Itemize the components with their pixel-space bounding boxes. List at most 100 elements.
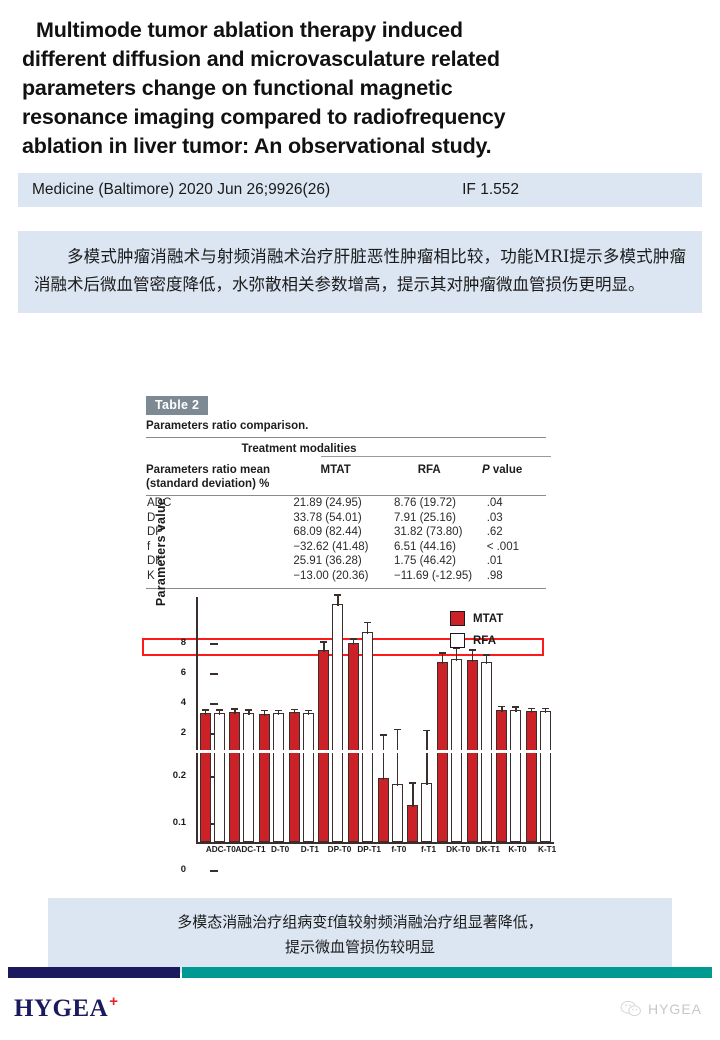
- table-group-rule: [321, 456, 551, 457]
- y-tick-mark: [210, 703, 218, 705]
- bar-group: [258, 597, 289, 842]
- error-bar: [263, 711, 266, 716]
- error-bar: [293, 710, 296, 715]
- table-cell-mtat: 68.09 (82.44): [293, 526, 362, 538]
- wechat-account: HYGEA: [620, 1000, 702, 1018]
- error-bar-cap: [498, 705, 506, 708]
- wechat-label: HYGEA: [647, 1001, 702, 1017]
- caption-line-1: 多模态消融治疗组病变f值较射频消融治疗组显著降低，: [177, 913, 543, 931]
- bar-mtat: [288, 712, 300, 842]
- y-tick-0.1: 0.1: [173, 817, 218, 828]
- table-cell-param: DP: [147, 526, 163, 538]
- table-cell-rfa: 1.75 (46.42): [394, 555, 457, 567]
- bar-group: [525, 597, 556, 842]
- y-tick-2: 2: [181, 727, 218, 738]
- error-bar: [396, 730, 399, 787]
- bar-group: [377, 597, 408, 842]
- error-bar: [544, 709, 547, 713]
- bar-group: [199, 597, 230, 842]
- title-line-5: ablation in liver tumor: An observationa…: [22, 134, 492, 158]
- error-bar: [337, 595, 339, 606]
- table-cell-p: .04: [486, 497, 503, 509]
- error-bar-cap: [541, 707, 549, 710]
- y-tick-mark: [210, 673, 218, 675]
- x-tick-label: K-T0: [508, 845, 527, 854]
- bar-mtat: [377, 778, 389, 842]
- error-bar-cap: [349, 638, 357, 641]
- error-bar: [248, 711, 250, 715]
- error-bar: [277, 711, 280, 716]
- table-cell-p: .62: [486, 526, 503, 538]
- error-bar: [515, 707, 517, 712]
- table-col-pvalue-symbol: P: [481, 464, 490, 476]
- error-bar: [441, 654, 444, 665]
- bar-mtat: [258, 713, 270, 842]
- error-bar-cap: [215, 709, 223, 711]
- bar-mtat: [199, 713, 211, 842]
- footer-bar-teal: [182, 967, 712, 978]
- bar-group: [496, 597, 526, 842]
- table-col-parameters-line2: (standard deviation) %: [146, 477, 270, 490]
- x-tick-label: D-T0: [271, 845, 290, 854]
- error-bar: [204, 710, 207, 716]
- error-bar: [366, 623, 369, 635]
- table-cell-mtat: −32.62 (41.48): [293, 540, 369, 553]
- error-bar: [485, 655, 488, 665]
- error-bar-cap: [334, 593, 342, 596]
- title-line-3: parameters change on functional magnetic: [22, 76, 453, 100]
- y-tick-6: 6: [181, 667, 218, 678]
- error-bar-cap: [231, 708, 239, 710]
- chart-legend: MTAT RFA: [450, 611, 503, 655]
- x-tick-label: f-T1: [420, 845, 436, 854]
- bar-group: [229, 597, 259, 842]
- footer-bar-navy: [8, 967, 180, 978]
- table-cell-mtat: 25.91 (36.28): [293, 555, 362, 567]
- table-caption: Parameters ratio comparison.: [146, 420, 309, 432]
- table-cell-param: f: [147, 540, 151, 553]
- legend-item-mtat: MTAT: [450, 611, 503, 626]
- table-row: D 33.78 (54.01) 7.91 (25.16) .03: [146, 511, 546, 526]
- bar-rfa: [243, 712, 255, 842]
- y-tick-label: 0: [180, 864, 186, 876]
- y-tick-label: 4: [180, 697, 186, 709]
- title-line-4: resonance imaging compared to radiofrequ…: [22, 105, 506, 129]
- y-tick-label: 6: [180, 667, 186, 679]
- legend-label-rfa: RFA: [473, 634, 496, 647]
- error-bar-cap: [468, 649, 476, 651]
- journal-reference-bar: Medicine (Baltimore) 2020 Jun 26;9926(26…: [18, 173, 702, 207]
- y-tick-8: 8: [181, 637, 218, 648]
- table-cell-rfa: 8.76 (19.72): [394, 497, 457, 509]
- bar-mtat: [347, 642, 359, 842]
- chart-y-axis: [196, 597, 198, 842]
- bar-rfa: [391, 784, 403, 842]
- error-bar-cap: [304, 709, 312, 712]
- impact-factor: IF 1.552: [462, 181, 519, 198]
- table-cell-param: D: [147, 511, 156, 524]
- error-bar: [455, 649, 458, 661]
- x-tick-label: DK-T1: [475, 845, 500, 854]
- x-tick-label: DP-T1: [357, 845, 381, 854]
- error-bar-cap: [274, 709, 282, 712]
- table-col-rfa: RFA: [417, 464, 441, 476]
- table-cell-param: DK: [147, 555, 163, 567]
- table-cell-param: K: [147, 569, 155, 582]
- error-bar: [412, 783, 414, 808]
- figure-panel: Table 2 Parameters ratio comparison. Tre…: [0, 392, 720, 882]
- bar-group: [288, 597, 319, 842]
- journal-citation: Medicine (Baltimore) 2020 Jun 26;9926(26…: [32, 181, 331, 198]
- table-cell-mtat: 21.89 (24.95): [293, 497, 362, 509]
- y-tick-label: 8: [180, 637, 186, 649]
- summary-box: 多模式肿瘤消融术与射频消融术治疗肝脏恶性肿瘤相比较，功能MRI提示多模式肿瘤消融…: [18, 231, 702, 313]
- table-cell-p: < .001: [486, 540, 519, 553]
- bar-rfa: [421, 783, 433, 842]
- y-tick-mark: [210, 870, 218, 872]
- hygea-logo-text: HYGEA: [14, 995, 109, 1022]
- chart-x-axis: [196, 842, 554, 844]
- table-cell-rfa: 31.82 (73.80): [394, 526, 463, 538]
- bar-rfa: [539, 710, 551, 842]
- bar-mtat: [525, 710, 537, 842]
- table-group-header: Treatment modalities: [241, 443, 357, 455]
- x-tick-label: D-T1: [300, 845, 319, 854]
- bar-mtat: [407, 805, 419, 842]
- y-tick-label: 0.1: [172, 817, 186, 829]
